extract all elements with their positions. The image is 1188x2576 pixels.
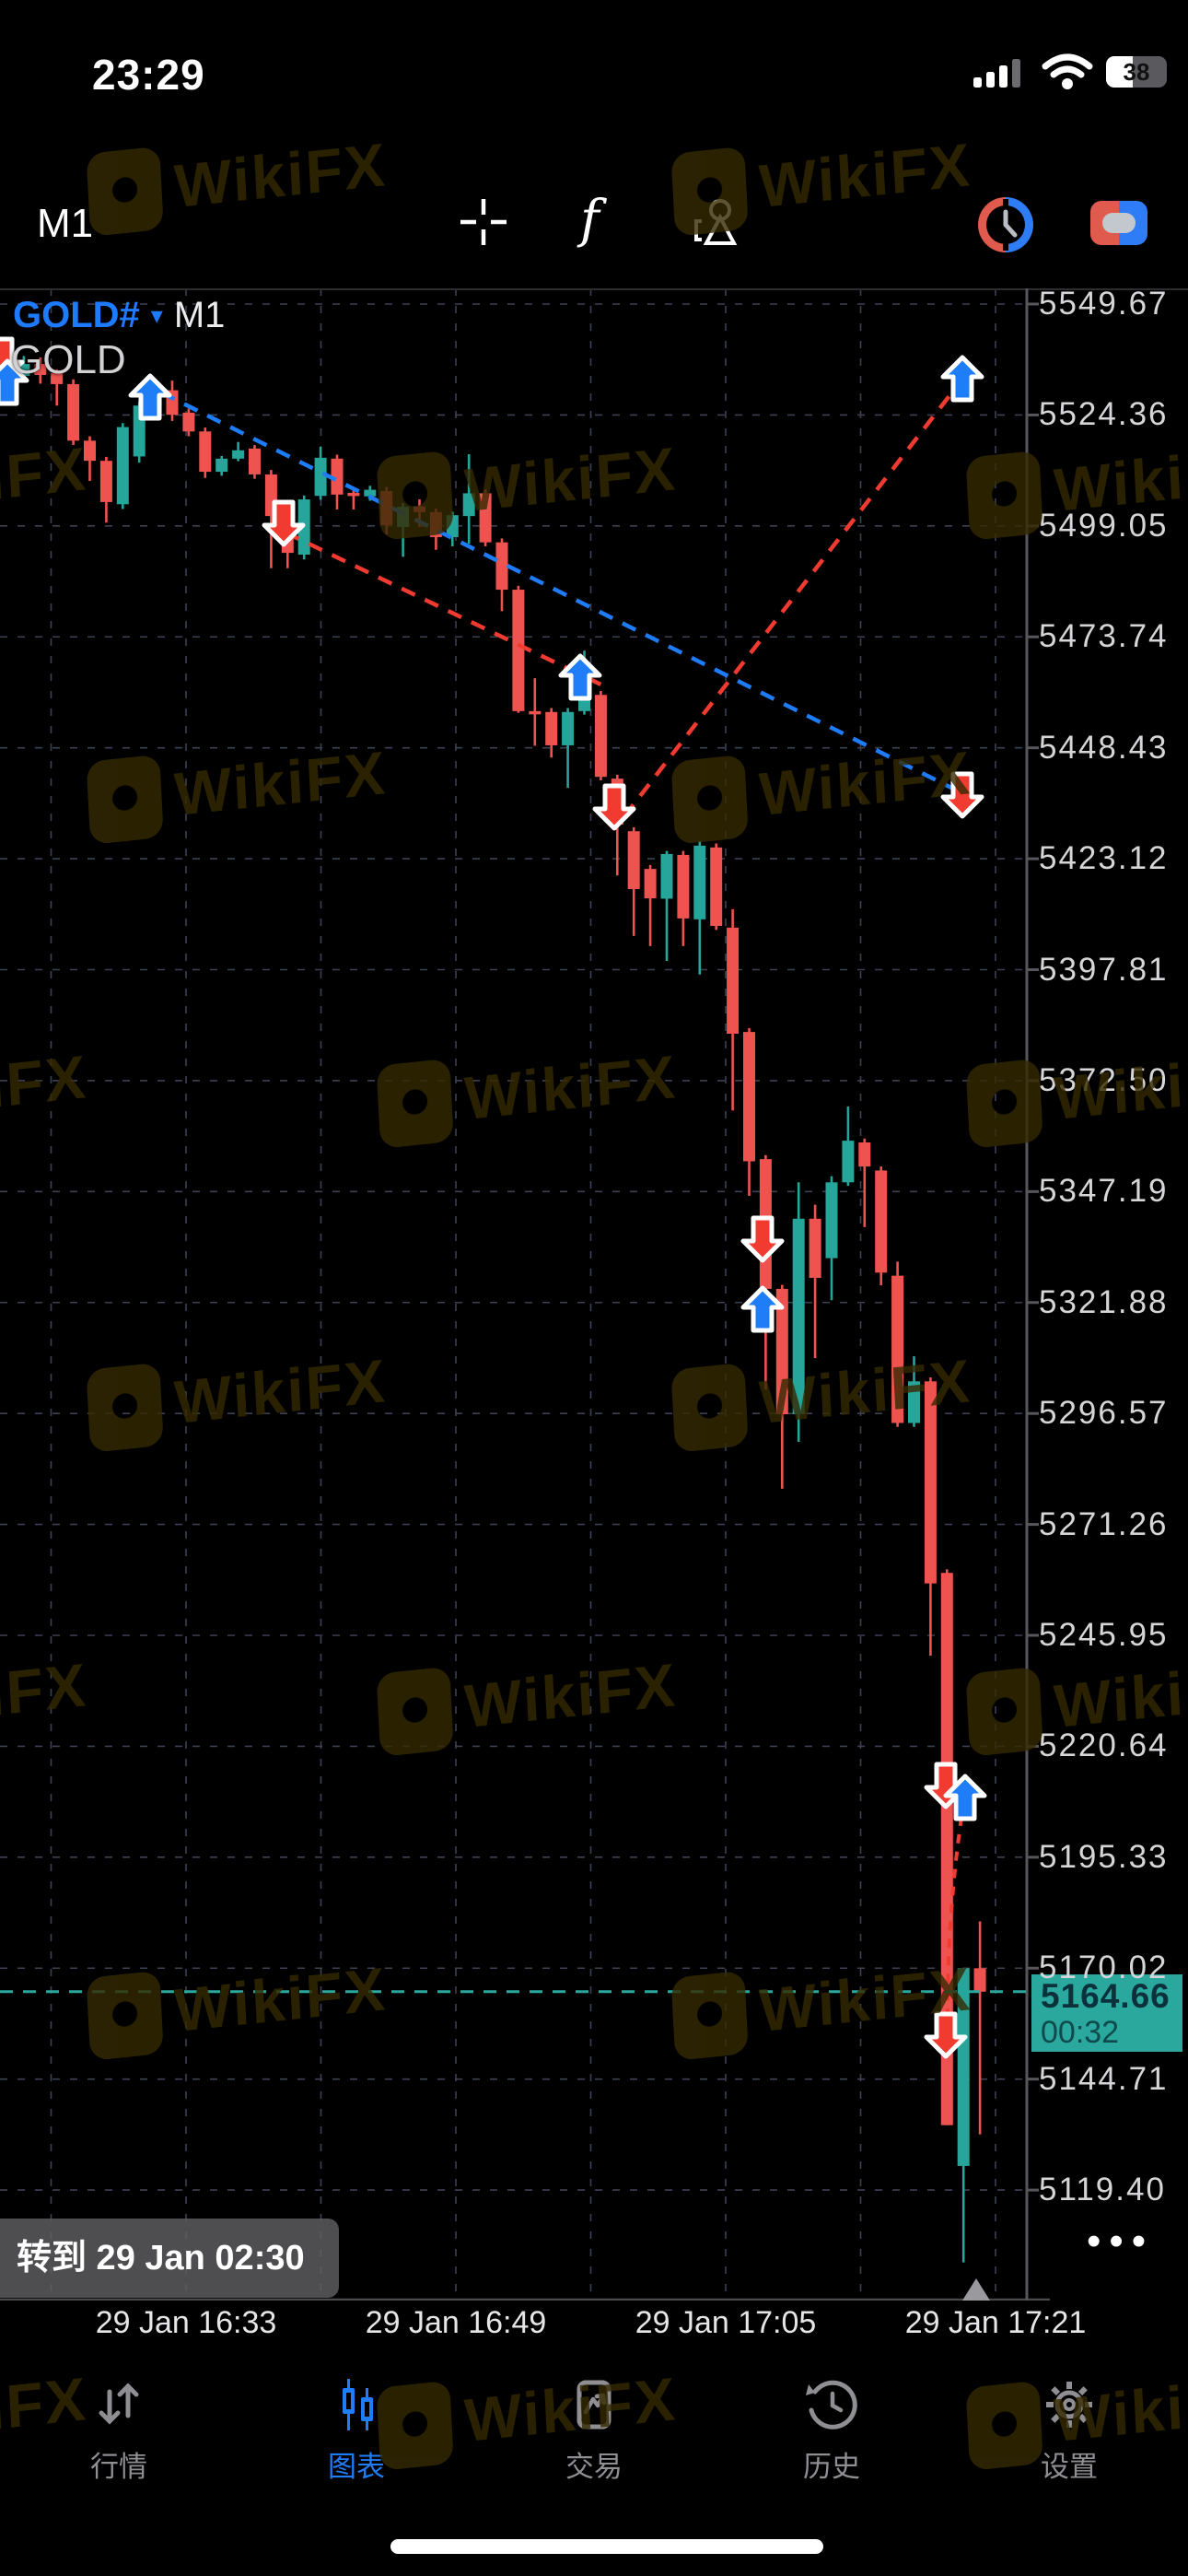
sessions-clock-icon[interactable] [978,197,1033,252]
nav-item-charts[interactable]: 图表 [238,2368,475,2515]
time-axis-label: 29 Jan 16:49 [365,2305,547,2340]
price-axis-label: 5372.50 [1039,1061,1169,1098]
price-axis-label: 5271.26 [1039,1505,1169,1542]
symbol-subtitle: GOLD [11,337,126,382]
price-axis-label: 5423.12 [1039,840,1169,877]
price-axis-label: 5347.19 [1039,1173,1169,1210]
chart-toolbar: M1 f [0,184,1188,267]
objects-icon[interactable] [689,195,746,252]
status-bar: 23:29 38 [0,37,1188,111]
wifi-icon [1042,53,1093,89]
nav-label: 图表 [328,2451,385,2483]
price-axis-label: 5245.95 [1039,1617,1169,1653]
nav-label: 交易 [565,2451,623,2483]
price-axis-label: 5296.57 [1039,1395,1169,1432]
price-axis-label: 5220.64 [1039,1727,1169,1764]
timeframe-button[interactable]: M1 [37,201,94,246]
indicators-icon[interactable]: f [580,190,600,250]
current-price-badge: 5164.66 00:32 [1031,1973,1182,2052]
current-price: 5164.66 [1041,1976,1171,2015]
battery-icon: 38 [1106,56,1167,88]
crosshair-icon[interactable] [457,195,510,249]
price-axis-label: 5144.71 [1039,2060,1169,2097]
price-axis-label: 5397.81 [1039,951,1169,988]
symbol-header[interactable]: GOLD# ▾ M1 [13,295,225,336]
battery-percent: 38 [1123,58,1150,86]
bottom-nav: 行情 图表 交易 [0,2368,1188,2515]
goto-time-button[interactable]: 转到 29 Jan 02:30 [0,2219,339,2298]
price-axis-label: 5170.02 [1039,1950,1169,1986]
nav-item-trade[interactable]: 交易 [475,2368,713,2515]
home-indicator[interactable] [390,2539,823,2554]
price-axis-label: 5473.74 [1039,618,1169,655]
nav-item-settings[interactable]: 设置 [950,2368,1188,2515]
clock-time: 23:29 [92,51,205,99]
symbol-timeframe: M1 [173,295,226,335]
chevron-down-icon[interactable]: ▾ [150,301,163,329]
chart-canvas[interactable] [0,288,1188,2301]
nav-label: 设置 [1041,2451,1098,2483]
price-axis-label: 5195.33 [1039,1838,1169,1875]
time-axis-label: 29 Jan 17:05 [635,2305,817,2340]
price-axis-label: 5448.43 [1039,729,1169,766]
connection-icon[interactable] [1090,201,1147,245]
more-options-button[interactable]: ••• [1087,2219,1155,2264]
candle-countdown: 00:32 [1041,2014,1120,2050]
trade-icon [577,2380,611,2430]
settings-gear-icon [1046,2382,1092,2428]
nav-item-quotes[interactable]: 行情 [0,2368,238,2515]
cellular-signal-icon [973,59,1020,88]
time-axis-label: 29 Jan 16:33 [95,2305,277,2340]
nav-label: 行情 [90,2451,147,2483]
history-clock-icon [806,2380,857,2430]
time-axis-label: 29 Jan 17:21 [904,2305,1087,2340]
price-axis-label: 5549.67 [1039,286,1169,322]
price-axis-label: 5524.36 [1039,396,1169,433]
price-axis-label: 5321.88 [1039,1283,1169,1320]
symbol-label[interactable]: GOLD# [13,295,140,335]
candlestick-icon [343,2379,373,2430]
price-axis-label: 5119.40 [1039,2172,1166,2208]
price-axis-label: 5499.05 [1039,507,1169,544]
nav-item-history[interactable]: 历史 [713,2368,950,2515]
nav-label: 历史 [803,2451,860,2483]
quotes-arrows-icon [99,2383,139,2425]
